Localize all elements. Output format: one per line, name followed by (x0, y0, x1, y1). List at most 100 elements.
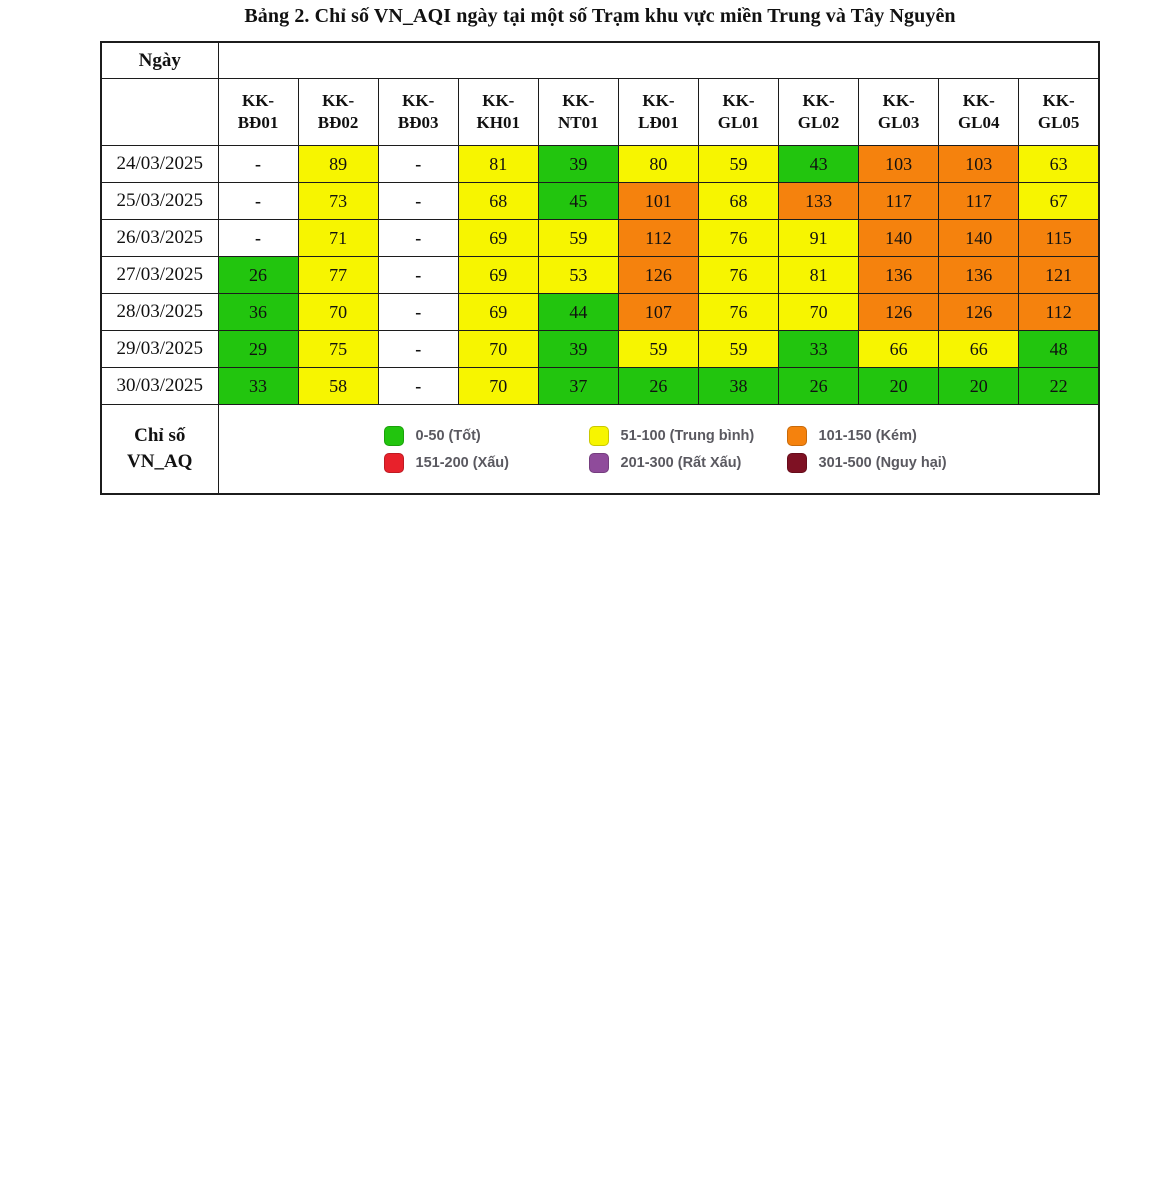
aqi-value-cell: - (377, 182, 459, 220)
table-row: 28/03/2025 36 70-69 44 107 76 70 126 126 112 (100, 293, 1100, 331)
date-cell: 30/03/2025 (100, 367, 219, 405)
aqi-value-cell: 53 (537, 256, 619, 294)
date-cell: 26/03/2025 (100, 219, 219, 257)
aqi-table: Ngày KK- BĐ01 KK- BĐ02 KK- BĐ03 KK- KH01 KK-… (100, 41, 1100, 495)
aqi-value-cell: - (377, 330, 459, 368)
table-row: 25/03/2025-73-68 45 101 68 133 117 117 67 (100, 182, 1100, 220)
aqi-value-cell: 69 (457, 293, 539, 331)
aqi-value-cell: 63 (1018, 145, 1100, 183)
legend-item: 151-200 (Xấu) (383, 452, 589, 473)
aqi-value-cell: 69 (457, 219, 539, 257)
aqi-value-cell: 107 (617, 293, 699, 331)
aqi-value-cell: 59 (617, 330, 699, 368)
legend-item-label: 101-150 (Kém) (818, 427, 917, 444)
aqi-value-cell: - (217, 219, 299, 257)
station-header: KK- GL04 (938, 78, 1020, 146)
aqi-value-cell: 101 (617, 182, 699, 220)
table-title: Bảng 2. Chỉ số VN_AQI ngày tại một số Tr… (244, 5, 956, 27)
station-header: KK- GL05 (1018, 78, 1100, 146)
aqi-value-cell: 121 (1018, 256, 1100, 294)
aqi-value-cell: 126 (617, 256, 699, 294)
legend-swatch-very_bad (588, 452, 609, 473)
aqi-value-cell: 26 (217, 256, 299, 294)
aqi-value-cell: 70 (457, 367, 539, 405)
aqi-value-cell: 66 (858, 330, 940, 368)
aqi-value-cell: - (377, 367, 459, 405)
date-column-header: Ngày (100, 41, 219, 79)
aqi-value-cell: 136 (858, 256, 940, 294)
aqi-value-cell: 126 (938, 293, 1020, 331)
table-row: 27/03/2025 26 77-69 53 126 76 81 136 136 121 (100, 256, 1100, 294)
station-header: KK- NT01 (537, 78, 619, 146)
aqi-value-cell: 117 (938, 182, 1020, 220)
aqi-value-cell: - (217, 145, 299, 183)
aqi-value-cell: 39 (537, 330, 619, 368)
aqi-value-cell: 89 (297, 145, 379, 183)
legend-item-label: 201-300 (Rất Xấu) (620, 454, 742, 471)
date-cell: 24/03/2025 (100, 145, 219, 183)
aqi-value-cell: 44 (537, 293, 619, 331)
legend: 0-50 (Tốt) 51-100 (Trung bình) 101-150 (Ké… (217, 404, 1100, 495)
aqi-value-cell: 20 (858, 367, 940, 405)
aqi-value-cell: 20 (938, 367, 1020, 405)
aqi-value-cell: 77 (297, 256, 379, 294)
aqi-value-cell: 59 (537, 219, 619, 257)
aqi-value-cell: 91 (778, 219, 860, 257)
aqi-value-cell: 69 (457, 256, 539, 294)
aqi-value-cell: 68 (697, 182, 780, 220)
aqi-value-cell: 48 (1018, 330, 1100, 368)
aqi-value-cell: 66 (938, 330, 1020, 368)
aqi-value-cell: - (377, 293, 459, 331)
table-row: 29/03/2025 29 75-70 39 59 59 33 66 66 48 (100, 330, 1100, 368)
station-header: KK- GL03 (858, 78, 940, 146)
aqi-value-cell: 37 (537, 367, 619, 405)
date-cell: 29/03/2025 (100, 330, 219, 368)
aqi-value-cell: 26 (778, 367, 860, 405)
aqi-value-cell: 115 (1018, 219, 1100, 257)
aqi-value-cell: 103 (858, 145, 940, 183)
station-header: KK- KH01 (457, 78, 539, 146)
aqi-value-cell: 59 (697, 145, 780, 183)
aqi-value-cell: 76 (697, 219, 780, 257)
aqi-value-cell: 81 (457, 145, 539, 183)
date-cell: 28/03/2025 (100, 293, 219, 331)
station-header: KK- BĐ01 (217, 78, 299, 146)
aqi-value-cell: 58 (297, 367, 379, 405)
aqi-value-cell: 70 (297, 293, 379, 331)
aqi-value-cell: 81 (778, 256, 860, 294)
aqi-value-cell: 39 (537, 145, 619, 183)
aqi-value-cell: 136 (938, 256, 1020, 294)
station-header: KK- BĐ02 (297, 78, 379, 146)
legend-item-label: 0-50 (Tốt) (415, 427, 481, 444)
legend-swatch-good (383, 425, 404, 446)
aqi-value-cell: 103 (938, 145, 1020, 183)
table-row: 26/03/2025-71-69 59 112 76 91 140 140 115 (100, 219, 1100, 257)
station-header: KK- BĐ03 (377, 78, 459, 146)
aqi-value-cell: 75 (297, 330, 379, 368)
legend-item: 301-500 (Nguy hại) (786, 452, 947, 473)
aqi-value-cell: 26 (617, 367, 699, 405)
header-row-stations: KK- BĐ01 KK- BĐ02 KK- BĐ03 KK- KH01 KK- NT01… (100, 78, 1100, 146)
aqi-value-cell: - (377, 256, 459, 294)
aqi-value-cell: 70 (778, 293, 860, 331)
legend-item: 0-50 (Tốt) (383, 425, 589, 446)
aqi-value-cell: 68 (457, 182, 539, 220)
aqi-value-cell: 117 (858, 182, 940, 220)
table-row: 24/03/2025-89-81 39 80 59 43 103 103 63 (100, 145, 1100, 183)
header-row-date: Ngày (100, 41, 1100, 79)
aqi-value-cell: 112 (617, 219, 699, 257)
legend-swatch-moderate (588, 425, 609, 446)
station-header: KK- GL02 (778, 78, 860, 146)
legend-swatch-bad (383, 452, 404, 473)
legend-swatch-poor (786, 425, 807, 446)
legend-label: Chỉ số VN_AQ (100, 404, 219, 495)
aqi-value-cell: 29 (217, 330, 299, 368)
aqi-value-cell: 126 (858, 293, 940, 331)
date-cell: 27/03/2025 (100, 256, 219, 294)
aqi-value-cell: 33 (778, 330, 860, 368)
aqi-value-cell: - (377, 219, 459, 257)
aqi-value-cell: 59 (697, 330, 780, 368)
header-spacer-cell (217, 41, 1100, 79)
legend-grid: 0-50 (Tốt) 51-100 (Trung bình) 101-150 (Ké… (219, 425, 1098, 473)
aqi-value-cell: 70 (457, 330, 539, 368)
